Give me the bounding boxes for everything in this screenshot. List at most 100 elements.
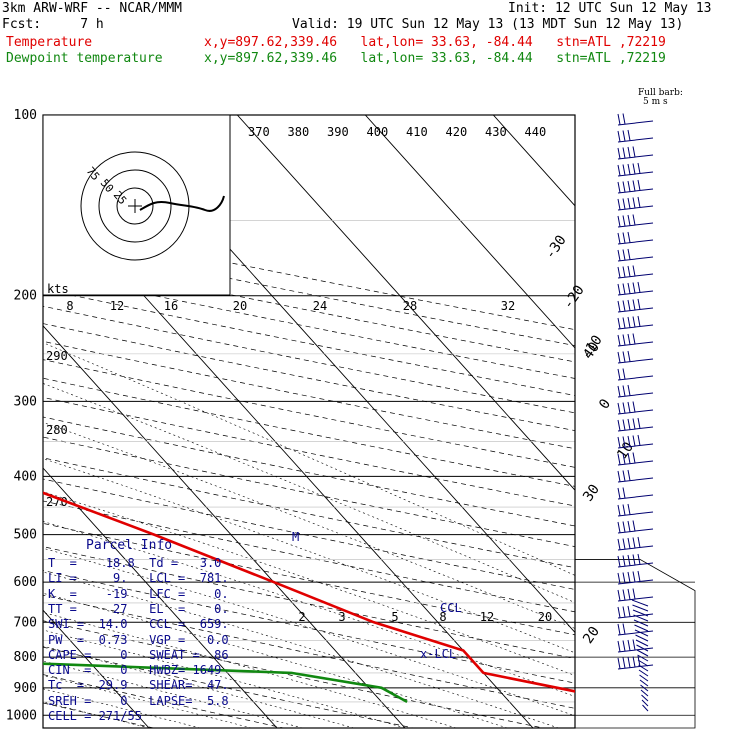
theta-e-label: 410 — [406, 125, 428, 139]
wind-barb-flag — [627, 146, 631, 158]
parcel-info-title: Parcel Info — [86, 538, 173, 553]
parcel-info-row: CELL = 271/55 — [48, 709, 142, 723]
temperature-profile — [43, 491, 575, 693]
wind-barb-flag — [622, 555, 626, 567]
mixing-ratio-label: 5 — [391, 610, 398, 624]
marker-m: M — [292, 530, 299, 544]
wind-barb-low — [633, 619, 649, 627]
wind-barb-flag — [637, 281, 641, 293]
wind-barb-flag — [617, 283, 621, 295]
wind-barb-flag — [627, 384, 631, 396]
isotherm-label: 30 — [580, 482, 603, 505]
wind-barb-flag — [617, 113, 621, 125]
wind-barb-flag — [622, 470, 626, 482]
parcel-info-panel: Parcel Info T = 18.8 Td = 3.0 LI = 9. LCL… — [44, 538, 232, 724]
moist-adiabat — [43, 422, 575, 629]
wind-barb-flag — [622, 657, 626, 669]
isotherm-line — [0, 115, 21, 728]
wind-barb-flag — [627, 503, 631, 515]
mixing-ratio-label: 12 — [480, 610, 494, 624]
wind-barb-flag — [617, 623, 621, 635]
mixing-ratio-label: 12 — [110, 299, 124, 313]
wind-barb-flag — [617, 198, 621, 210]
moist-adiabat — [43, 342, 575, 576]
wind-barb-flag — [627, 418, 631, 430]
mixing-ratio-label: 8 — [66, 299, 73, 313]
wind-barb-flag — [622, 606, 626, 618]
wind-barb-low — [640, 689, 649, 697]
wind-barb-flag — [627, 180, 631, 192]
wind-barb-flag — [627, 231, 631, 243]
wind-barb — [617, 477, 654, 483]
wind-barb-flag — [617, 368, 621, 380]
pressure-tick-label: 700 — [14, 615, 37, 630]
wind-barb-flag — [627, 316, 631, 328]
pressure-tick-label: 600 — [14, 575, 37, 590]
isotherm-label: 40 — [580, 339, 603, 362]
hodograph-box — [42, 114, 231, 296]
lcl-marker: x-LCL — [420, 647, 456, 661]
mixing-ratio-label: 16 — [164, 299, 178, 313]
wind-barb-flag — [632, 197, 636, 209]
wind-barb — [617, 154, 654, 160]
wind-barb-flag — [622, 300, 626, 312]
wind-barb-flag — [632, 401, 636, 413]
wind-barb-low — [635, 639, 649, 647]
pressure-tick-label: 300 — [14, 394, 37, 409]
pressure-tick-label: 100 — [14, 108, 37, 123]
wind-barb-flag — [622, 317, 626, 329]
mixing-ratio-label: 24 — [313, 299, 327, 313]
wind-barb-flag — [617, 232, 621, 244]
wind-barb-flag — [632, 180, 636, 192]
wind-barb-flag — [637, 553, 641, 565]
wind-barb-flag — [627, 248, 631, 260]
wind-barb — [617, 426, 654, 432]
wind-barb-low — [636, 644, 649, 652]
wind-barb-flag — [617, 572, 621, 584]
wind-barb-flag — [637, 162, 641, 174]
barb-unit-value: 5 m s — [643, 97, 668, 107]
wind-barb — [617, 358, 654, 364]
wind-barb-flag — [627, 469, 631, 481]
wind-barb-low — [641, 694, 649, 702]
pressure-tick-label: 1000 — [6, 708, 37, 723]
wind-barb-flag — [617, 487, 621, 499]
wind-barb — [617, 443, 654, 449]
wind-barb-flag — [637, 434, 641, 446]
theta-e-label: 420 — [446, 125, 468, 139]
wind-barb-flag — [622, 334, 626, 346]
wind-barb-low — [638, 664, 649, 672]
wind-barb-flag — [622, 453, 626, 465]
mixing-ratio-label: 32 — [501, 299, 515, 313]
parcel-info-row: SWI = 14.0 CCL = 659. — [48, 617, 229, 632]
hodograph-ring — [116, 187, 154, 225]
theta-label: 270 — [46, 495, 68, 509]
wind-barb-flag — [617, 334, 621, 346]
theta-e-label: 390 — [327, 125, 349, 139]
wind-barb-flag — [622, 436, 626, 448]
wind-barb-flag — [637, 315, 641, 327]
wind-barb-flag — [627, 265, 631, 277]
wind-barb-flag — [632, 163, 636, 175]
wind-barb-low — [631, 599, 649, 607]
wind-barb — [617, 392, 654, 398]
wind-barb-low — [642, 704, 649, 712]
wind-barb — [617, 647, 654, 653]
wind-barb-flag — [617, 606, 621, 618]
wind-barb — [617, 375, 654, 381]
forecast-hour: Fcst: 7 h — [2, 17, 104, 32]
wind-barb-flag — [627, 588, 631, 600]
wind-barb-flag — [617, 147, 621, 159]
wind-barb-low — [632, 604, 649, 612]
isotherm-line — [492, 115, 575, 207]
wind-barb-flag — [622, 504, 626, 516]
moist-adiabat — [43, 571, 559, 728]
wind-barb-flag — [637, 196, 641, 208]
wind-barb — [617, 120, 654, 126]
dry-adiabat — [43, 305, 575, 414]
wind-barb — [617, 562, 654, 568]
wind-barb — [617, 256, 654, 262]
wind-barb-flag — [617, 385, 621, 397]
isotherm-line — [43, 325, 406, 728]
wind-barb-flag — [622, 368, 626, 380]
